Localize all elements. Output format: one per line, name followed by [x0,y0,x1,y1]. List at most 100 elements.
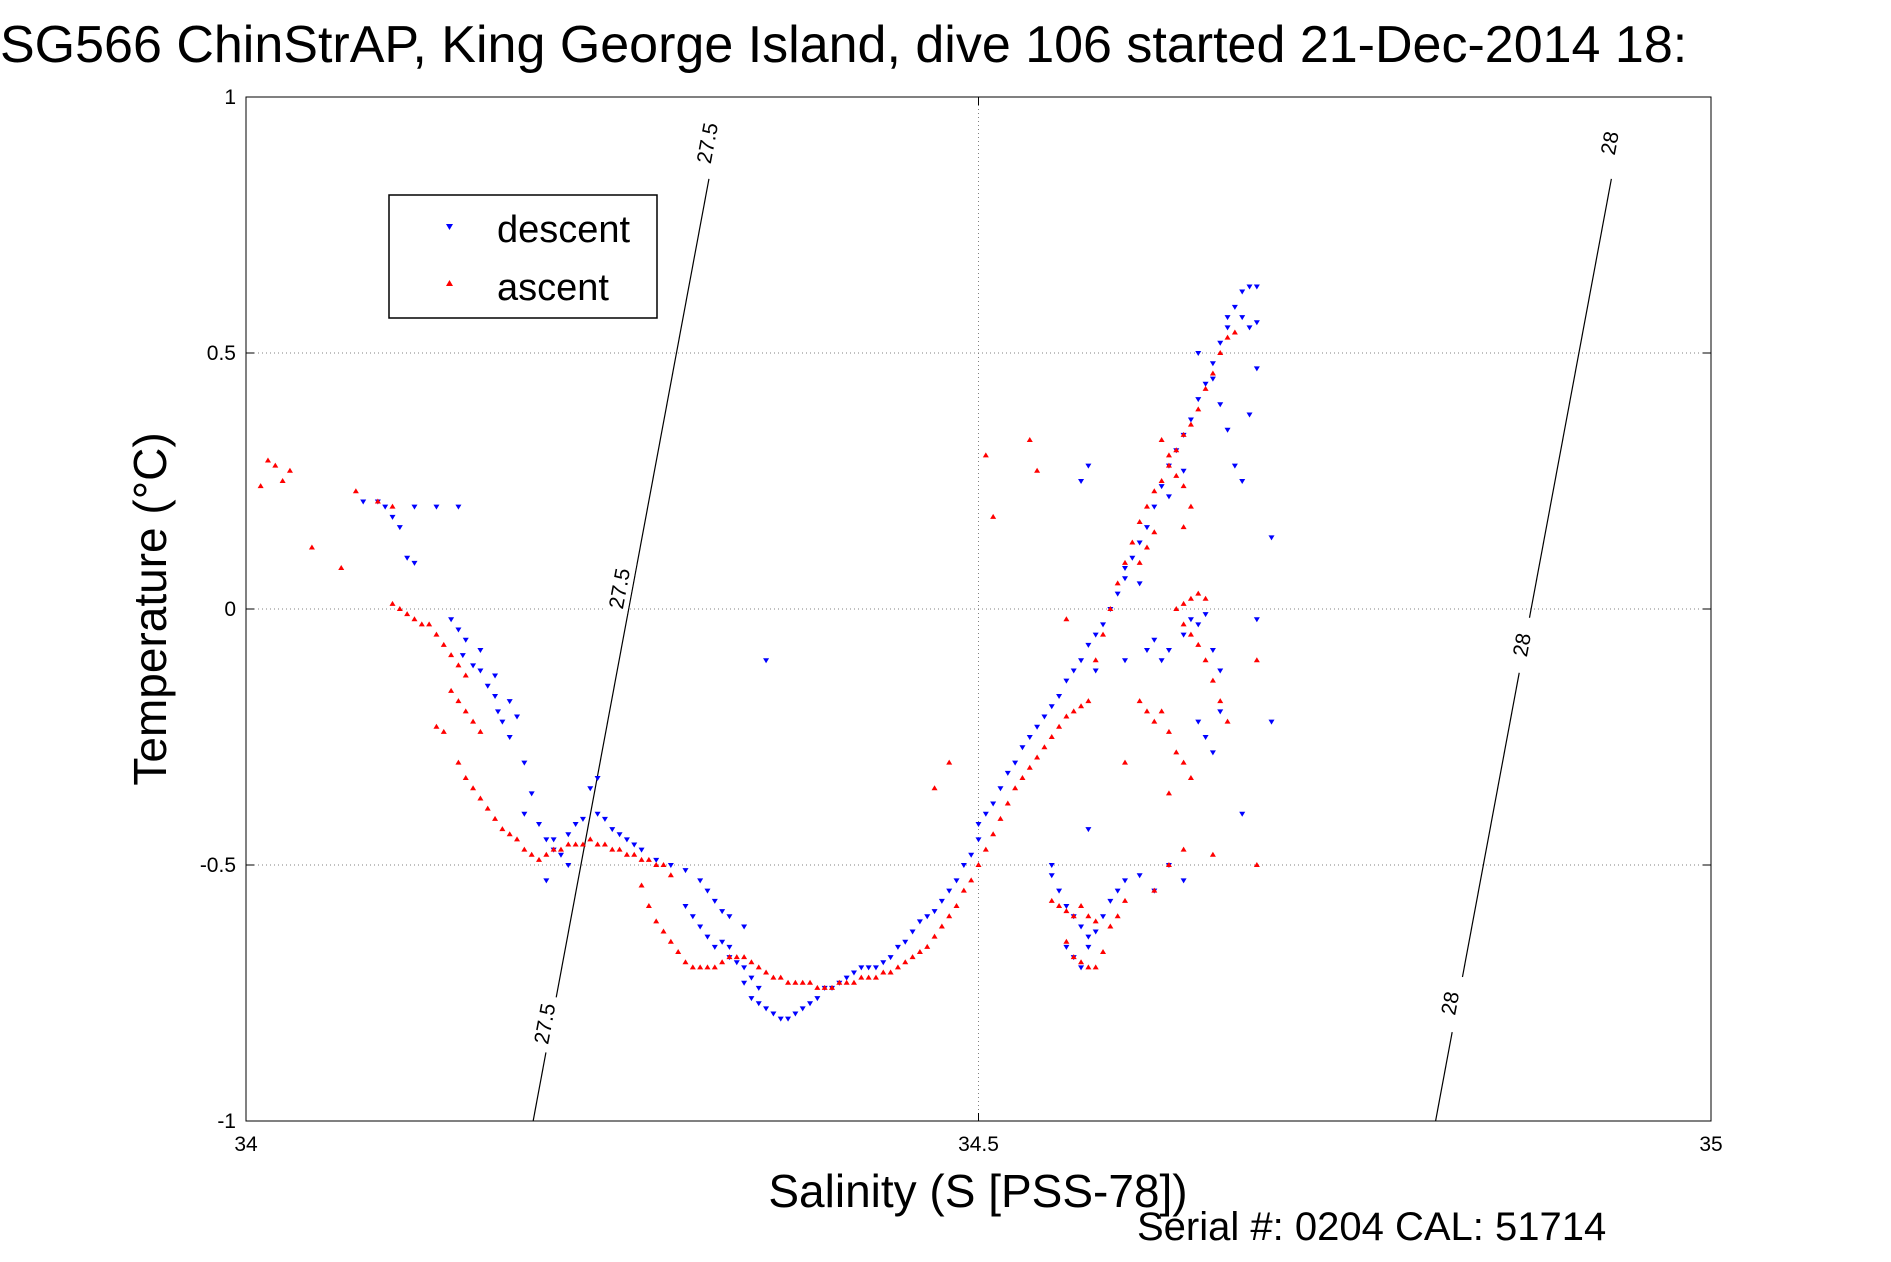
descent-point [887,955,894,961]
ascent-point [1019,774,1026,780]
descent-point [565,832,572,838]
descent-point [719,939,726,945]
ascent-point [990,831,997,837]
ascent-point [257,483,264,489]
descent-point [459,653,466,659]
axis-ticks [245,96,1712,1122]
ascent-point [924,943,931,949]
descent-point [1195,397,1202,403]
descent-point [748,996,755,1002]
y-tick-label: -1 [217,1110,236,1133]
descent-point [455,627,462,633]
ascent-point [1122,759,1128,765]
descent-point [1231,304,1238,310]
ascent-point [807,979,814,985]
ascent-point [916,949,923,955]
ascent-point [799,979,806,985]
descent-point [1253,284,1260,290]
ascent-point [492,815,499,821]
ascent-point [990,513,997,519]
ascent-point [572,841,579,847]
descent-point [1217,402,1224,408]
ascent-point [1034,754,1041,760]
ascent-point [455,698,462,704]
y-tick-label: -0.5 [200,854,236,877]
ascent-point [506,831,513,837]
descent-point [514,714,521,720]
descent-point [1209,647,1216,653]
ascent-point [711,964,718,970]
descent-point [1195,719,1202,725]
ascent-point [477,795,484,801]
ascent-point [477,728,484,734]
ascent-point [638,882,645,888]
descent-point [1209,376,1216,382]
descent-point [616,832,623,838]
ascent-point [1151,529,1158,535]
ascent-point [909,954,916,960]
ascent-point [272,462,279,468]
descent-point [1239,479,1246,484]
serial-cal-footer: Serial #: 0204 CAL: 51714 [1137,1205,1606,1249]
descent-point [733,960,740,966]
descent-point [726,944,733,950]
density-contour-line [532,178,710,1122]
ascent-point [1070,708,1077,714]
descent-point [623,837,630,843]
ascent-point [1224,718,1231,724]
descent-point [1085,642,1092,648]
descent-point [1268,535,1275,541]
descent-point [799,1006,806,1012]
ascent-point [1122,559,1128,565]
descent-point [543,878,550,884]
ascent-point [645,902,652,908]
ascent-point [931,933,938,939]
descent-point [960,863,967,868]
ascent-point [1070,913,1077,919]
descent-point [543,837,550,843]
descent-point [470,663,477,669]
legend: descent ascent [388,194,658,319]
ascent-point [843,979,850,985]
legend-descent-label: descent [497,209,631,251]
ascent-point [499,826,506,832]
ascent-point [1129,539,1136,545]
descent-point [777,1016,784,1022]
descent-point [601,816,608,822]
descent-point [1195,622,1202,628]
descent-point [1048,704,1055,710]
ascent-point [1158,708,1165,714]
descent-point [638,847,645,853]
ascent-point [484,805,491,811]
ascent-point [667,872,674,878]
descent-point [1246,412,1253,418]
descent-point [1195,351,1202,356]
ascent-point [1056,902,1063,908]
ascent-point [1078,902,1085,908]
descent-point [1224,427,1231,433]
ascent-point [1041,744,1048,750]
descent-point [850,970,857,976]
ascent-point [1026,764,1033,770]
descent-point [1092,632,1099,638]
ascent-point [601,841,608,847]
ascent-point [1143,544,1150,550]
descent-point [1114,888,1121,894]
descent-point [653,857,660,863]
ascent-point [946,759,953,765]
descent-point [1165,647,1172,653]
ascent-point [660,862,667,867]
descent-point [411,560,418,566]
descent-point [1253,320,1260,326]
ascent-point [1180,483,1187,489]
ascent-point [623,851,630,857]
ascent-point [411,616,418,622]
ascent-point [850,979,857,985]
descent-point [682,903,689,909]
descent-point [1122,576,1128,582]
descent-point [968,852,975,858]
descent-point [990,801,997,807]
descent-point [880,960,887,966]
ascent-point [1048,897,1055,903]
x-tick-labels: 34 34.5 35 [234,1133,1722,1156]
